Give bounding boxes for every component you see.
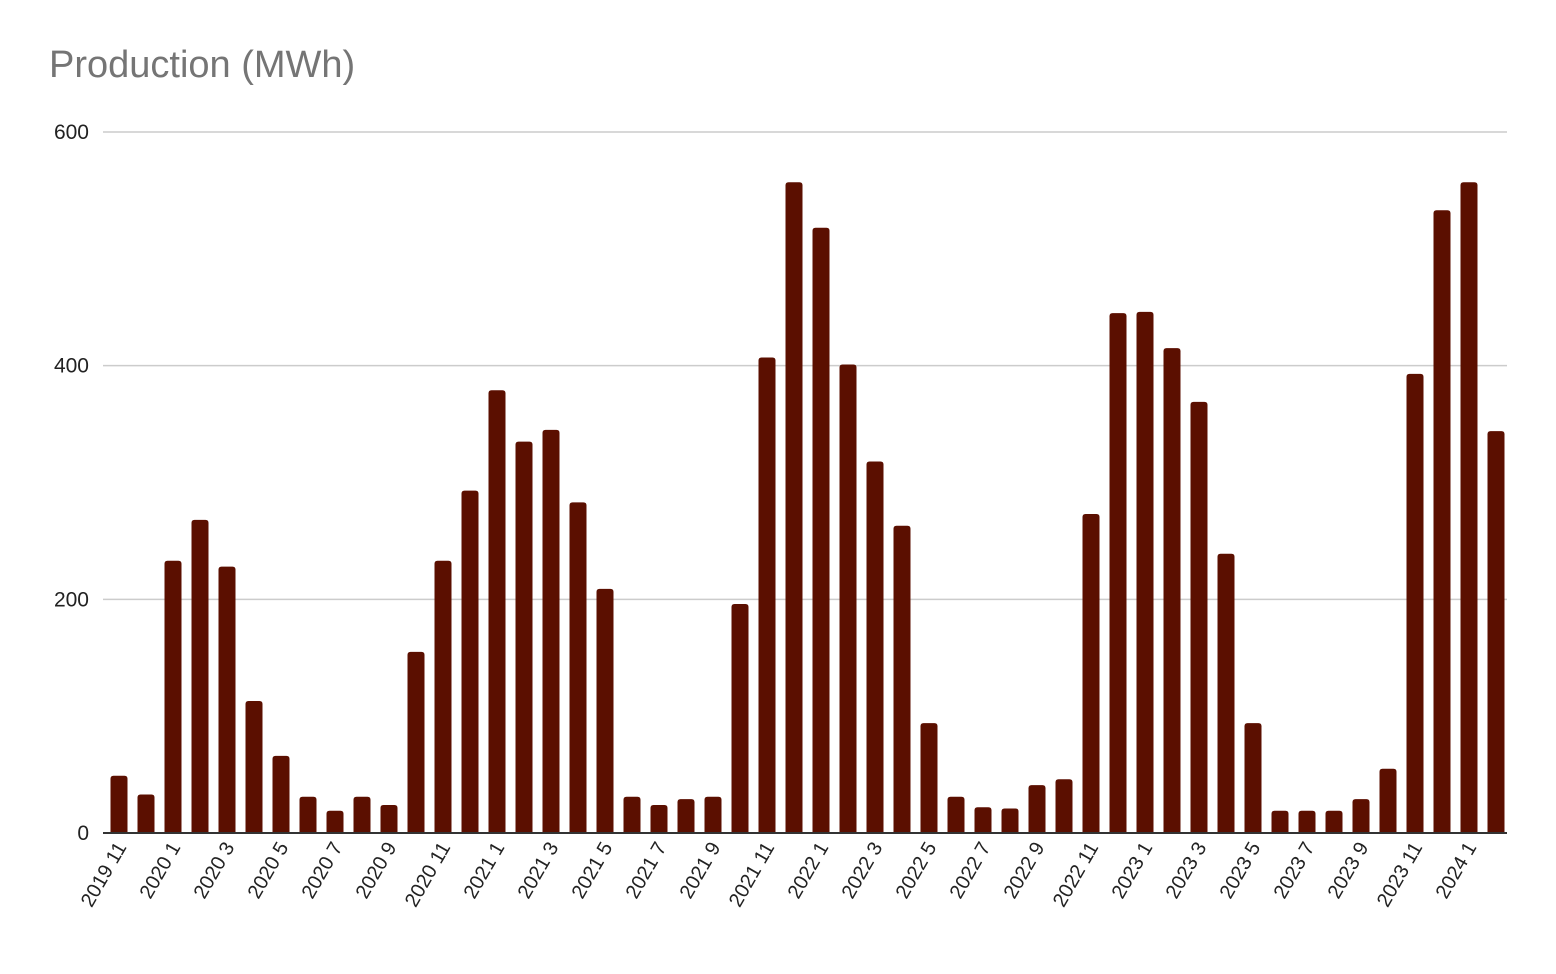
x-tick-label: 2020 7 [298,839,348,903]
bars [110,182,1505,834]
bar-2023-2 [1163,348,1181,833]
bar-2020-12 [461,490,479,833]
bar-2022-5 [920,723,938,833]
bar-2022-3 [866,461,884,833]
bar-2021-9 [704,796,722,833]
bar-2020-8 [353,796,371,833]
x-tick-label: 2022 9 [1000,839,1050,903]
bar-2021-5 [596,588,614,833]
bar-2020-11 [434,560,452,833]
bar-2020-6 [299,796,317,833]
y-axis-ticks: 0 200 400 600 [54,121,89,845]
x-tick-label: 2020 11 [401,839,455,911]
x-tick-label: 2022 7 [946,839,996,903]
bar-2024-1 [1460,182,1478,833]
x-tick-label: 2022 11 [1049,839,1103,911]
bar-2023-7 [1298,810,1316,833]
x-tick-label: 2022 5 [892,839,942,903]
x-tick-label: 2021 7 [622,839,672,903]
x-tick-label: 2023 7 [1270,839,1320,903]
bar-2021-6 [623,796,641,833]
bar-2019-11 [110,775,128,833]
bar-2021-3 [542,429,560,833]
x-tick-label: 2023 5 [1216,839,1266,903]
x-tick-label: 2019 11 [77,839,131,911]
bar-2023-5 [1244,723,1262,833]
x-tick-label: 2020 5 [244,839,294,903]
bar-2024-2 [1487,431,1505,833]
bar-2020-1 [164,560,182,833]
bar-2022-12 [1109,313,1127,833]
x-tick-label: 2020 3 [190,839,240,903]
bar-2021-10 [731,604,749,833]
bar-2023-11 [1406,373,1424,833]
x-tick-label: 2021 9 [676,839,726,903]
gridlines [103,131,1507,601]
bar-2023-1 [1136,311,1154,833]
x-tick-label: 2023 1 [1108,839,1158,903]
x-tick-label: 2023 11 [1373,839,1427,911]
bar-2021-2 [515,441,533,833]
x-tick-label: 2022 1 [784,839,834,903]
bar-2023-8 [1325,810,1343,833]
bar-2020-10 [407,651,425,833]
bar-2023-9 [1352,799,1370,833]
x-tick-label: 2022 3 [838,839,888,903]
chart-title: Production (MWh) [49,44,356,86]
bar-2019-12 [137,794,155,833]
bar-2023-6 [1271,810,1289,833]
bar-2020-9 [380,804,398,833]
x-tick-label: 2021 1 [460,839,510,903]
bar-2022-1 [812,227,830,833]
bar-2022-10 [1055,779,1073,833]
bar-2021-8 [677,799,695,833]
x-tick-label: 2021 3 [514,839,564,903]
x-tick-label: 2020 1 [136,839,186,903]
bar-2023-4 [1217,553,1235,833]
x-tick-label: 2024 1 [1432,839,1482,903]
bar-2021-1 [488,390,506,833]
bar-2021-11 [758,357,776,833]
bar-2023-3 [1190,401,1208,833]
x-tick-label: 2021 5 [568,839,618,903]
x-tick-label: 2023 9 [1324,839,1374,903]
bar-2020-4 [245,700,263,833]
y-tick-label: 600 [54,121,89,144]
bar-2020-2 [191,519,209,833]
bar-2020-7 [326,810,344,833]
bar-2022-8 [1001,808,1019,833]
y-tick-label: 400 [54,355,89,378]
bar-2020-3 [218,566,236,833]
y-tick-label: 200 [54,588,89,611]
bar-2020-5 [272,755,290,833]
bar-2022-4 [893,525,911,833]
x-tick-label: 2021 11 [725,839,779,911]
bar-2022-9 [1028,785,1046,833]
bar-2021-4 [569,502,587,833]
bar-2023-10 [1379,768,1397,833]
bar-2022-11 [1082,514,1100,833]
bar-2022-6 [947,796,965,833]
bar-2023-12 [1433,210,1451,834]
y-tick-label: 0 [77,822,89,845]
bar-2022-2 [839,364,857,833]
x-tick-label: 2020 9 [352,839,402,903]
x-tick-label: 2023 3 [1162,839,1212,903]
bar-2021-7 [650,804,668,833]
x-axis-ticks: 2019 11 2020 1 2020 3 2020 5 2020 7 2020 9 202… [77,839,1481,911]
bar-2022-7 [974,807,992,833]
bar-2021-12 [785,182,803,833]
